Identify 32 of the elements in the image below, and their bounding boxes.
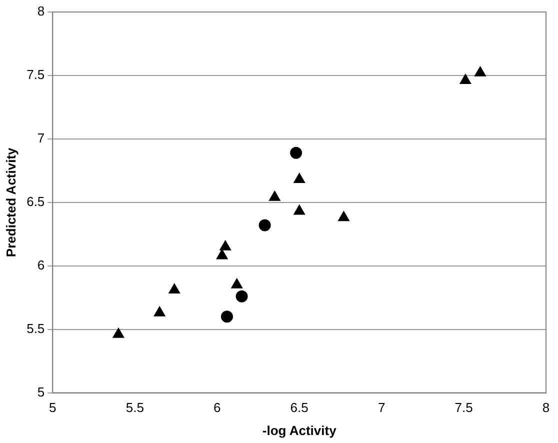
x-tick-label: 6	[213, 400, 221, 416]
x-tick-label: 8	[542, 400, 550, 416]
y-axis-title: Predicted Activity	[3, 146, 18, 258]
point	[220, 310, 233, 323]
y-tick-label: 7.5	[26, 67, 45, 82]
y-tick-label: 5	[37, 384, 45, 400]
y-tick-label: 8	[37, 4, 45, 19]
point	[220, 240, 232, 250]
point	[268, 190, 280, 201]
y-tick-label: 6.5	[26, 194, 45, 209]
x-axis-title: -log Activity	[262, 422, 338, 438]
point	[236, 290, 248, 302]
point	[168, 283, 180, 294]
point	[290, 146, 302, 159]
point	[474, 66, 486, 76]
point	[460, 74, 472, 84]
point	[216, 249, 228, 260]
x-tick-label: 7	[378, 400, 386, 416]
x-tick-label: 5	[49, 400, 56, 416]
point	[338, 211, 350, 222]
point	[294, 173, 306, 184]
x-tick-label: 6.5	[290, 400, 308, 416]
point	[154, 306, 166, 316]
point	[231, 278, 243, 288]
x-tick-label: 5.5	[126, 400, 144, 416]
x-tick-label: 7.5	[454, 400, 473, 416]
y-tick-label: 7	[37, 130, 45, 146]
y-tick-label: 5.5	[26, 320, 45, 336]
point	[294, 204, 306, 215]
point	[112, 328, 124, 338]
y-tick-label: 6	[37, 257, 45, 272]
point	[258, 219, 271, 232]
